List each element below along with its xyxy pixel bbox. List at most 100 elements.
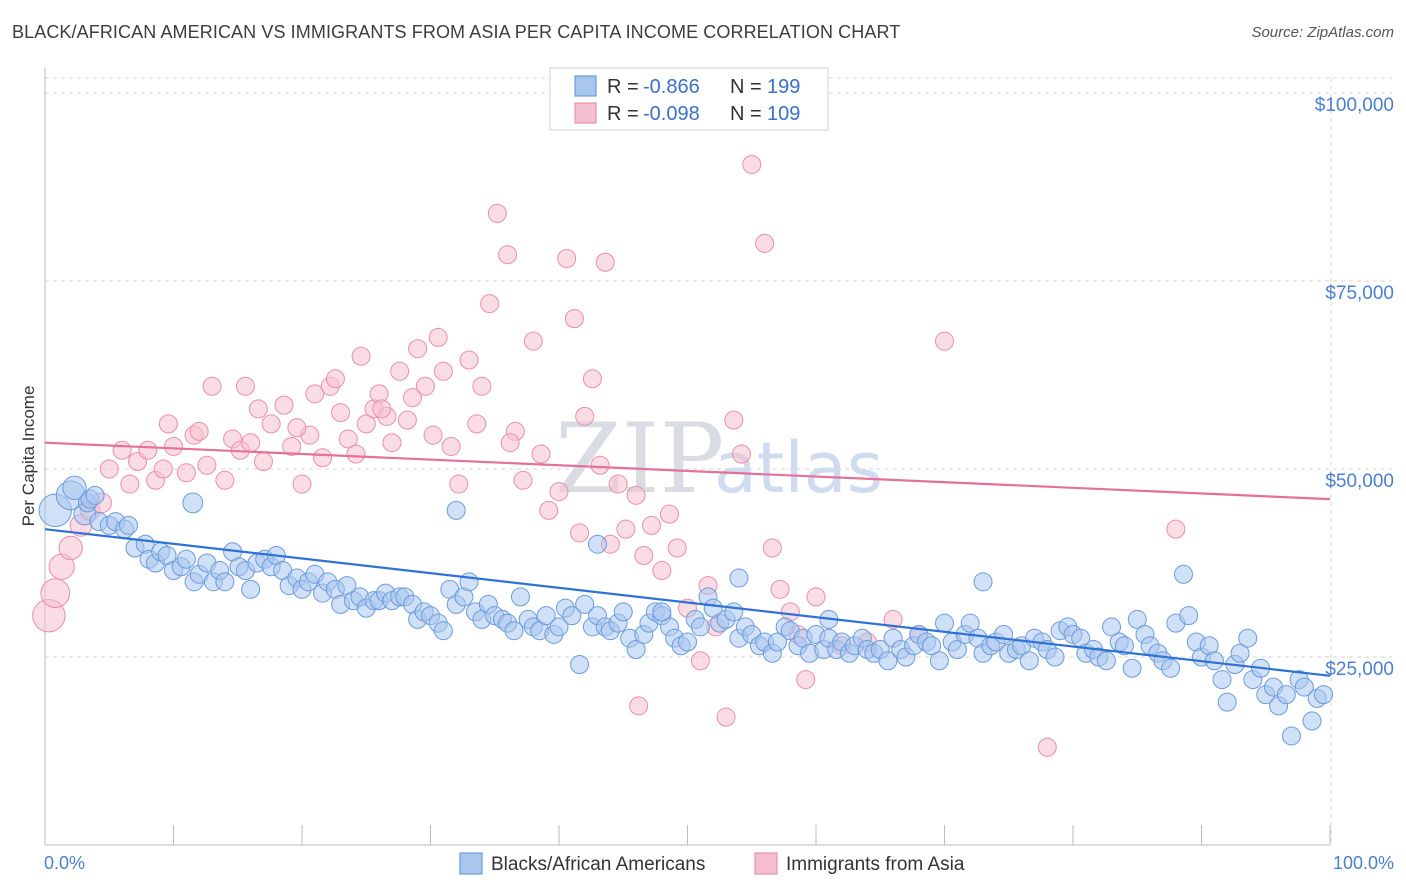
black-african-american-point-197: [1314, 685, 1334, 705]
immigrants-asia-point-60: [513, 470, 533, 490]
immigrants-asia-point-68: [582, 369, 602, 389]
immigrants-asia-point-57: [487, 203, 507, 223]
immigrants-asia-point-36: [331, 403, 351, 423]
legend-r-value-2: -0.098: [643, 103, 700, 125]
immigrants-asia-point-30: [292, 474, 312, 494]
black-african-american-point-204: [652, 602, 672, 622]
black-african-american-point-163: [1096, 651, 1116, 671]
immigrants-asia-point-14: [158, 414, 178, 434]
bottom-legend-label-blue: Blacks/African Americans: [491, 854, 705, 875]
black-african-american-point-137: [929, 651, 949, 671]
immigrants-asia-point-35: [325, 369, 345, 389]
legend-swatch-blue: [574, 75, 597, 97]
immigrants-asia-point-86: [742, 154, 762, 174]
immigrants-asia-point-13: [153, 459, 173, 479]
trend-lines: [44, 441, 1331, 677]
immigrants-asia-point-83: [716, 707, 736, 727]
immigrants-asia-point-3: [58, 535, 83, 561]
black-african-american-point-142: [960, 613, 980, 633]
immigrants-asia-point-84: [724, 410, 744, 430]
immigrants-asia-point-48: [415, 376, 435, 396]
immigrants-asia-point-33: [313, 448, 333, 468]
black-african-american-point-182: [1217, 692, 1237, 712]
black-african-american-point-20: [176, 549, 196, 569]
immigrants-asia-point-69: [590, 455, 610, 475]
immigrants-asia-point-55: [472, 376, 492, 396]
black-african-american-point-129: [878, 651, 898, 671]
black-african-american-point-11: [119, 515, 139, 535]
immigrants-asia-point-32: [305, 384, 325, 404]
black-african-american-point-71: [504, 621, 524, 641]
black-african-american-point-166: [1114, 636, 1134, 656]
black-african-american-point-192: [1281, 726, 1301, 746]
immigrants-asia-point-100: [1166, 519, 1186, 539]
immigrants-asia-point-29: [282, 436, 302, 456]
immigrants-asia-point-98: [935, 331, 954, 351]
legend-r-value-1: -0.866: [643, 76, 700, 98]
immigrants-asia-point-26: [253, 452, 273, 471]
black-african-american-point-151: [1019, 651, 1039, 671]
immigrants-asia-point-67: [575, 406, 595, 426]
black-african-american-point-176: [1179, 606, 1199, 626]
black-african-american-point-64: [459, 572, 479, 592]
immigrants-asia-point-99: [1037, 737, 1057, 757]
immigrants-asia-point-105: [372, 399, 392, 419]
black-african-american-points: [38, 475, 1334, 746]
y-tick-label-0: $25,000: [1325, 659, 1394, 680]
immigrants-asia-point-62: [531, 444, 551, 464]
black-african-american-point-30: [241, 579, 261, 599]
black-african-american-point-184: [1230, 643, 1250, 663]
immigrants-asia-point-73: [626, 485, 646, 505]
series-legend: Blacks/African Americans Immigrants from…: [459, 852, 965, 875]
chart-source: Source: ZipAtlas.com: [1251, 24, 1394, 41]
black-african-american-point-191: [1276, 685, 1296, 705]
immigrants-asia-point-88: [762, 538, 782, 558]
black-african-american-point-80: [562, 606, 582, 626]
black-african-american-point-100: [690, 617, 710, 637]
black-african-american-point-90: [626, 639, 646, 659]
black-african-american-point-76: [536, 606, 556, 626]
axes: [44, 68, 1331, 846]
black-african-american-point-185: [1238, 628, 1258, 648]
black-african-american-point-26: [215, 572, 235, 592]
immigrants-asia-point-63: [539, 500, 559, 520]
immigrants-asia-point-46: [403, 388, 423, 408]
immigrants-asia-point-101: [570, 523, 590, 543]
immigrants-asia-point-45: [397, 410, 417, 430]
immigrants-asia-point-92: [796, 670, 816, 690]
black-african-american-point-203: [973, 572, 993, 592]
immigrants-asia-point-24: [241, 433, 261, 453]
legend-r-label-2: R =: [607, 103, 639, 125]
immigrants-asia-point-64: [549, 482, 569, 502]
black-african-american-point-173: [1161, 658, 1181, 678]
immigrants-asia-point-74: [634, 545, 654, 565]
immigrants-asia-point-19: [197, 455, 217, 475]
immigrants-asia-point-75: [642, 515, 662, 535]
stats-legend: R = -0.866 N = 199 R = -0.098 N = 109: [549, 67, 829, 131]
black-african-american-trendline: [44, 528, 1331, 677]
black-african-american-point-60: [433, 621, 453, 641]
y-tick-label-2: $75,000: [1325, 283, 1394, 304]
immigrants-asia-point-39: [356, 414, 376, 434]
bottom-legend-label-pink: Immigrants from Asia: [786, 854, 965, 875]
black-african-american-point-167: [1122, 658, 1142, 678]
black-african-american-point-105: [724, 602, 744, 622]
immigrants-asia-point-43: [382, 433, 402, 453]
immigrants-asia-point-53: [459, 350, 479, 370]
y-axis-title: Per Capita Income: [19, 386, 38, 527]
immigrants-asia-point-37: [338, 429, 358, 449]
immigrants-asia-point-8: [112, 440, 132, 460]
y-tick-label-3: $100,000: [1315, 95, 1394, 116]
immigrants-asia-point-71: [608, 474, 628, 494]
immigrants-asia-point-9: [120, 474, 140, 494]
immigrants-asia-point-54: [467, 414, 487, 434]
immigrants-asia-point-20: [202, 376, 222, 396]
y-tick-labels: $25,000 $50,000 $75,000 $100,000: [1315, 95, 1394, 680]
immigrants-asia-point-21: [215, 470, 235, 490]
black-african-american-point-199: [588, 534, 608, 554]
black-african-american-point-198: [446, 500, 466, 520]
watermark-atlas: atlas: [714, 427, 883, 509]
black-african-american-point-82: [575, 594, 595, 614]
legend-n-value-2: 109: [767, 103, 800, 125]
